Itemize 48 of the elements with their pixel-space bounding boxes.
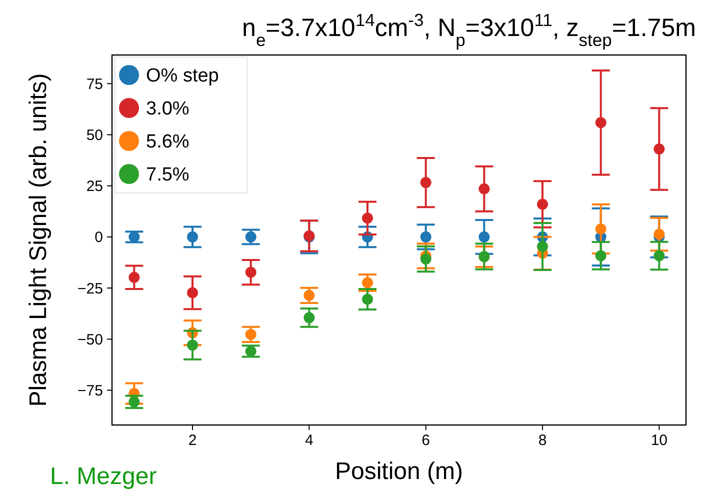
point bbox=[420, 177, 432, 188]
point bbox=[595, 250, 606, 262]
x-tick-label: 4 bbox=[304, 432, 314, 449]
point bbox=[654, 250, 665, 262]
x-tick-label: 2 bbox=[188, 432, 197, 449]
point bbox=[420, 231, 432, 242]
legend-label: 3.0% bbox=[146, 98, 190, 120]
legend-label: 7.5% bbox=[146, 164, 190, 186]
y-tick-label: 0 bbox=[94, 229, 103, 246]
point bbox=[595, 223, 606, 234]
point bbox=[304, 312, 315, 324]
point bbox=[187, 340, 198, 351]
legend-label: 5.6% bbox=[146, 132, 190, 153]
y-tick-label: 75 bbox=[86, 76, 103, 93]
point bbox=[537, 241, 548, 252]
point bbox=[654, 228, 665, 240]
point bbox=[654, 144, 665, 155]
y-axis-title: Plasma Light Signal (arb. units) bbox=[25, 73, 52, 407]
point bbox=[362, 277, 373, 288]
point bbox=[245, 328, 256, 340]
legend-label: O% step bbox=[146, 66, 219, 87]
x-tick-label: 8 bbox=[538, 432, 547, 449]
point bbox=[304, 290, 315, 301]
point bbox=[362, 212, 373, 224]
point bbox=[187, 287, 198, 298]
text: L. Mezger bbox=[50, 463, 157, 490]
point bbox=[128, 272, 140, 283]
point bbox=[478, 183, 490, 194]
point bbox=[478, 231, 490, 242]
y-tick-label: −25 bbox=[78, 280, 103, 298]
point bbox=[128, 231, 140, 242]
x-axis-title: Position (m) bbox=[334, 458, 464, 485]
chart-title: n$_{e}$=3.7x10$^{14}$cm$^{-3}$, N$_{p}$=3x10$^{11}$, z$_{step}$=1.75m bbox=[242, 10, 696, 50]
point bbox=[245, 346, 256, 357]
x-tick-label: 10 bbox=[650, 432, 668, 449]
y-tick-label: −75 bbox=[78, 382, 103, 400]
point bbox=[128, 396, 140, 408]
point bbox=[420, 254, 432, 265]
x-tick-label: 6 bbox=[422, 432, 430, 449]
point bbox=[595, 117, 606, 128]
y-tick-label: 50 bbox=[86, 126, 103, 144]
point bbox=[187, 231, 198, 242]
point bbox=[245, 266, 256, 278]
point bbox=[245, 231, 256, 242]
y-tick-label: −50 bbox=[78, 331, 103, 348]
point bbox=[362, 294, 373, 305]
y-tick-label: 25 bbox=[86, 178, 103, 196]
point bbox=[537, 198, 548, 210]
